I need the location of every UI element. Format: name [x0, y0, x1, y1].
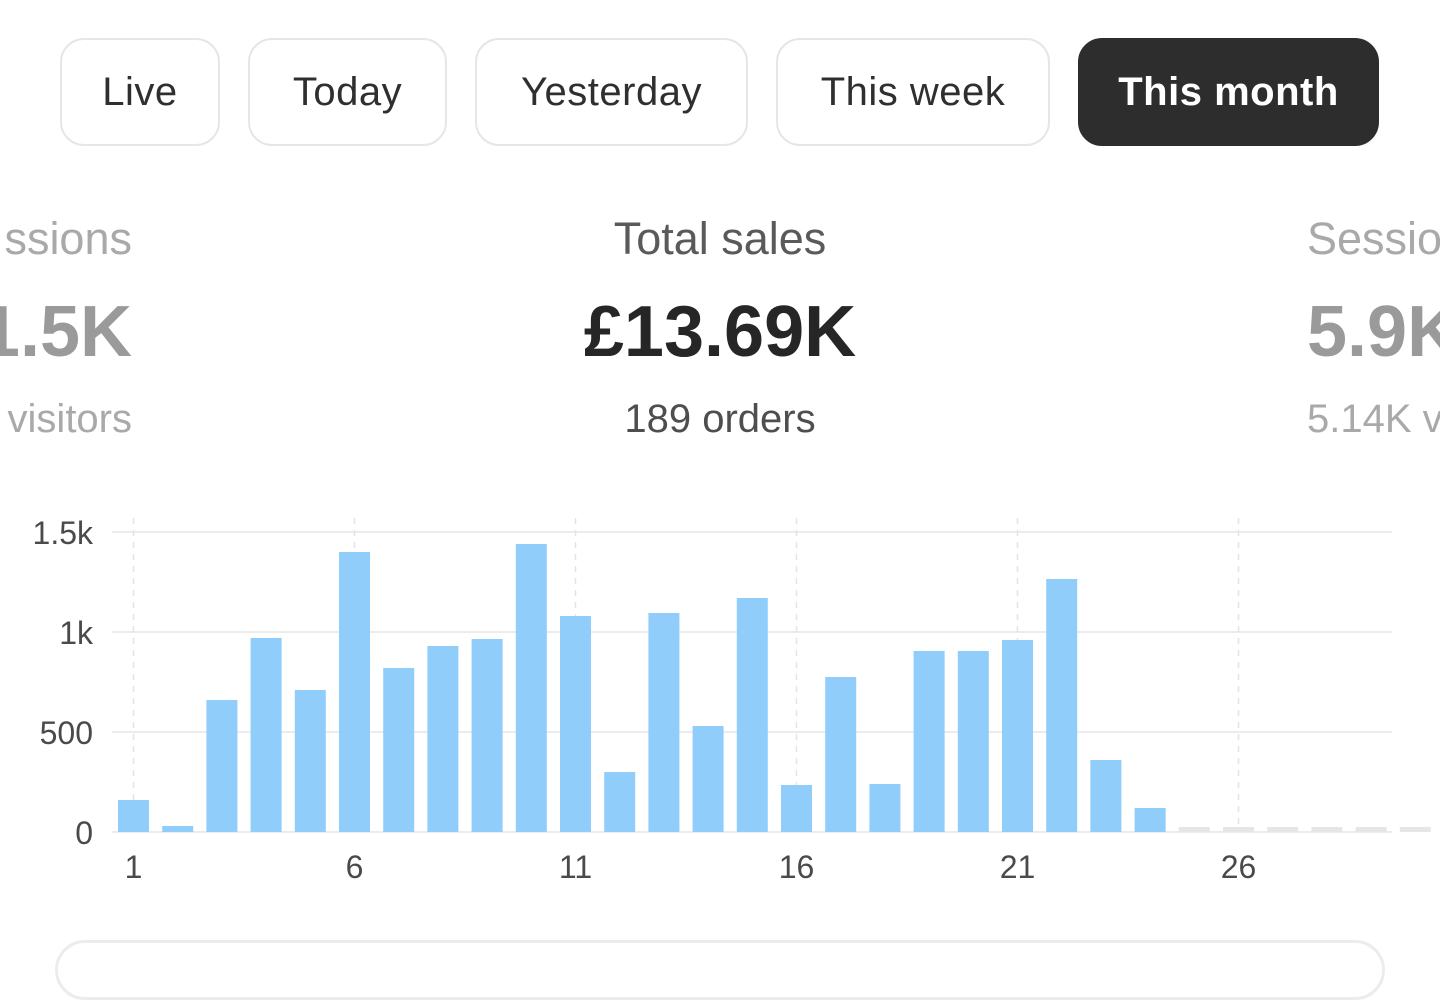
metric-sub: 189 orders: [624, 397, 816, 441]
metric-label: Total sales: [613, 213, 827, 264]
metric-label: Sessio: [1307, 213, 1440, 264]
y-tick-label: 1.5k: [33, 515, 94, 551]
bottom-card[interactable]: [55, 940, 1385, 1000]
bar-placeholder: [1267, 827, 1299, 832]
bar: [1134, 808, 1166, 832]
bar: [781, 785, 812, 832]
bar: [471, 639, 503, 832]
y-tick-label: 1k: [59, 615, 94, 651]
y-tick-label: 0: [75, 815, 93, 851]
x-tick-label: 16: [779, 849, 815, 885]
bar: [383, 668, 415, 832]
bar: [648, 613, 680, 832]
x-tick-label: 1: [125, 849, 143, 885]
bar-placeholder: [1355, 827, 1387, 832]
bar: [869, 784, 901, 832]
bar: [206, 700, 238, 832]
bar: [604, 772, 636, 832]
metric-sub: visitors: [7, 397, 132, 441]
bar: [250, 638, 282, 832]
bar: [1002, 640, 1033, 832]
bar-placeholder: [1399, 827, 1431, 832]
tab-this-week[interactable]: This week: [776, 38, 1050, 146]
bar: [339, 552, 370, 832]
tab-this-month[interactable]: This month: [1078, 38, 1379, 146]
bar: [427, 646, 459, 832]
tab-yesterday[interactable]: Yesterday: [475, 38, 748, 146]
bar: [692, 726, 724, 832]
bar: [1046, 579, 1078, 832]
x-tick-label: 6: [346, 849, 364, 885]
bar: [118, 800, 149, 832]
metric-label: ssions: [4, 213, 132, 264]
bar: [162, 826, 194, 832]
metric-value: 1.5K: [0, 292, 132, 372]
y-tick-label: 500: [40, 715, 93, 751]
metric-value: £13.69K: [583, 292, 857, 372]
metric-value: 5.9K: [1307, 292, 1440, 372]
bar: [913, 651, 945, 832]
x-tick-label: 26: [1221, 849, 1257, 885]
bar: [736, 598, 768, 832]
bar: [515, 544, 547, 832]
tab-today[interactable]: Today: [248, 38, 447, 146]
metric-sub: 5.14K v: [1307, 397, 1440, 441]
bar: [560, 616, 591, 832]
bar: [294, 690, 326, 832]
bar: [1090, 760, 1122, 832]
bar-placeholder: [1311, 827, 1343, 832]
bar: [957, 651, 989, 832]
x-tick-label: 21: [1000, 849, 1036, 885]
bar: [825, 677, 857, 832]
bar-placeholder: [1223, 827, 1254, 832]
tab-live[interactable]: Live: [60, 38, 220, 146]
x-tick-label: 11: [559, 849, 592, 885]
bar-placeholder: [1178, 827, 1210, 832]
